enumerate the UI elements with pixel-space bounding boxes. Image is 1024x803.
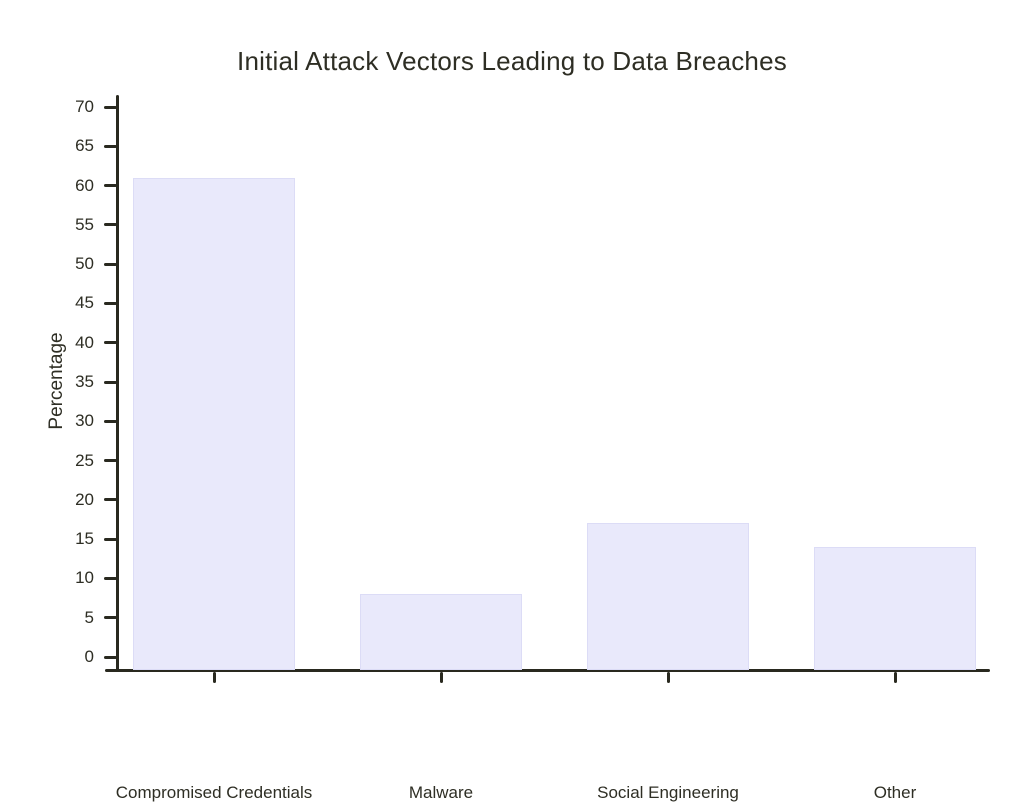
y-tick-label: 55	[75, 214, 94, 234]
y-tick-label: 20	[75, 489, 94, 509]
bar-compromised-credentials	[133, 177, 295, 670]
y-tick-mark	[104, 616, 117, 620]
y-tick-mark	[104, 341, 117, 345]
y-tick-mark	[104, 184, 117, 188]
x-tick-mark	[666, 672, 670, 683]
y-tick-label: 50	[75, 254, 94, 274]
y-tick-mark	[104, 144, 117, 148]
y-tick-mark	[104, 419, 117, 423]
y-axis-line	[116, 95, 119, 672]
y-tick-label: 60	[75, 175, 94, 195]
chart-title: Initial Attack Vectors Leading to Data B…	[237, 46, 787, 76]
bar-malware	[360, 594, 522, 670]
y-tick-mark	[104, 262, 117, 266]
bar-social-engineering	[587, 523, 749, 670]
y-tick-mark	[104, 576, 117, 580]
y-tick-mark	[104, 105, 117, 109]
y-tick-label: 5	[84, 607, 94, 627]
x-tick-mark	[893, 672, 897, 683]
y-tick-label: 10	[75, 568, 94, 588]
y-tick-label: 70	[75, 97, 94, 116]
bar-other	[814, 547, 976, 670]
y-tick-label: 30	[75, 411, 94, 431]
y-tick-mark	[104, 655, 117, 659]
y-tick-label: 15	[75, 529, 94, 549]
x-tick-mark	[212, 672, 216, 683]
plot-area: 0 5 10 15 20 25 30 35 40 45 50 55 60 65 70 Compromised…	[75, 95, 990, 802]
y-tick-mark	[104, 459, 117, 463]
y-tick-mark	[104, 380, 117, 384]
y-tick-label: 65	[75, 136, 94, 156]
y-tick-label: 35	[75, 372, 94, 391]
y-tick-label: 25	[75, 450, 94, 470]
y-tick-mark	[104, 498, 117, 502]
x-axis-line	[105, 668, 990, 672]
bar-chart-figure: Initial Attack Vectors Leading to Data B…	[46, 46, 990, 802]
x-tick-label: Compromised Credentials	[115, 783, 313, 802]
y-tick-label: 0	[84, 647, 94, 666]
x-tick-mark	[439, 672, 443, 683]
y-tick-label: 45	[75, 293, 94, 313]
y-tick-label: 40	[75, 332, 94, 352]
y-tick-mark	[104, 537, 117, 541]
y-tick-mark	[104, 301, 117, 305]
x-tick-label: Malware	[408, 783, 474, 802]
x-tick-label: Other	[873, 783, 917, 802]
x-tick-label: Social Engineering	[597, 783, 739, 802]
y-tick-mark	[104, 223, 117, 227]
